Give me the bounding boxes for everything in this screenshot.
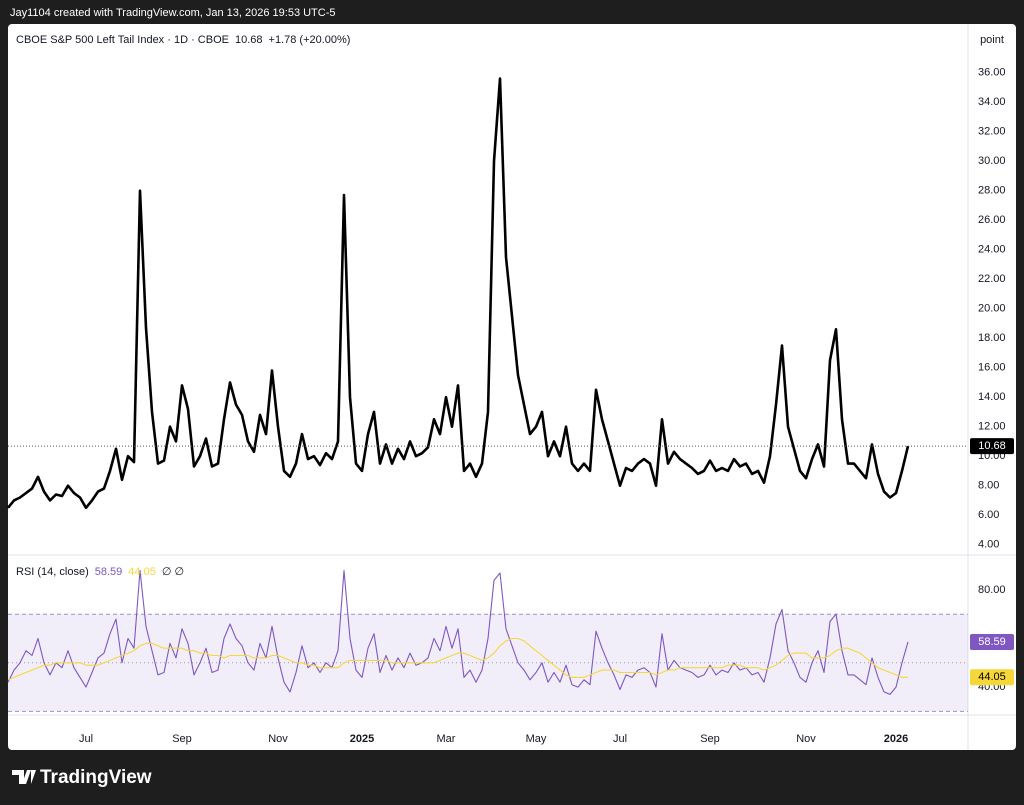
x-tick-label: Nov	[796, 733, 816, 745]
y-tick-label: 22.00	[978, 273, 1006, 285]
legend-text: 10.68	[235, 34, 263, 46]
panel	[8, 24, 1016, 750]
last-value-box	[970, 669, 1014, 686]
y-tick-label: 34.00	[978, 96, 1006, 108]
y-tick-label: 28.00	[978, 185, 1006, 197]
x-tick-label: Nov	[268, 733, 288, 745]
x-tick-label: Sep	[172, 733, 192, 745]
legend-text: RSI (14, close)	[16, 566, 89, 578]
y-tick-label: 80.00	[978, 584, 1006, 596]
y-tick-label: 6.00	[978, 509, 999, 521]
y-tick-label: 36.00	[978, 67, 1006, 79]
x-tick-label: May	[526, 733, 547, 745]
legend-text: +1.78 (+20.00%)	[269, 34, 351, 46]
y-tick-label: 4.00	[978, 539, 999, 551]
last-value-label: 10.68	[978, 440, 1006, 452]
legend-text: CBOE S&P 500 Left Tail Index · 1D · CBOE	[16, 34, 229, 46]
y-tick-label: 24.00	[978, 244, 1006, 256]
series-line	[7, 569, 909, 695]
y-tick-label: 20.00	[978, 303, 1006, 315]
last-value-box	[970, 633, 1014, 650]
credit: Jay1104 created with TradingView.com, Ja…	[10, 7, 336, 19]
y-tick-label: 12.00	[978, 421, 1006, 433]
logo	[12, 770, 36, 784]
y-tick-label: 30.00	[978, 155, 1006, 167]
y-tick-label: 18.00	[978, 332, 1006, 344]
last-value-label: 58.59	[978, 636, 1006, 648]
logo-icon	[12, 770, 36, 784]
legend-text: 44.05	[128, 566, 156, 578]
last-value-box	[970, 438, 1014, 455]
x-tick-label: 2025	[350, 733, 374, 745]
y-tick-label: 16.00	[978, 362, 1006, 374]
series-line	[6, 77, 910, 510]
y-tick-label: 14.00	[978, 391, 1006, 403]
x-tick-label: Sep	[700, 733, 720, 745]
y-tick-label: 8.00	[978, 480, 999, 492]
last-value-label: 44.05	[978, 671, 1006, 683]
brand: TradingView	[40, 767, 152, 788]
y-tick-label: 32.00	[978, 126, 1006, 138]
x-tick-label: Jul	[613, 733, 627, 745]
axis-unit: point	[980, 34, 1004, 46]
x-tick-label: 2026	[884, 733, 908, 745]
series-line	[7, 637, 909, 681]
legend-text: 58.59	[95, 566, 123, 578]
x-tick-label: Mar	[437, 733, 456, 745]
x-tick-label: Jul	[79, 733, 93, 745]
legend-text: ∅ ∅	[162, 566, 184, 578]
y-tick-label: 26.00	[978, 214, 1006, 226]
